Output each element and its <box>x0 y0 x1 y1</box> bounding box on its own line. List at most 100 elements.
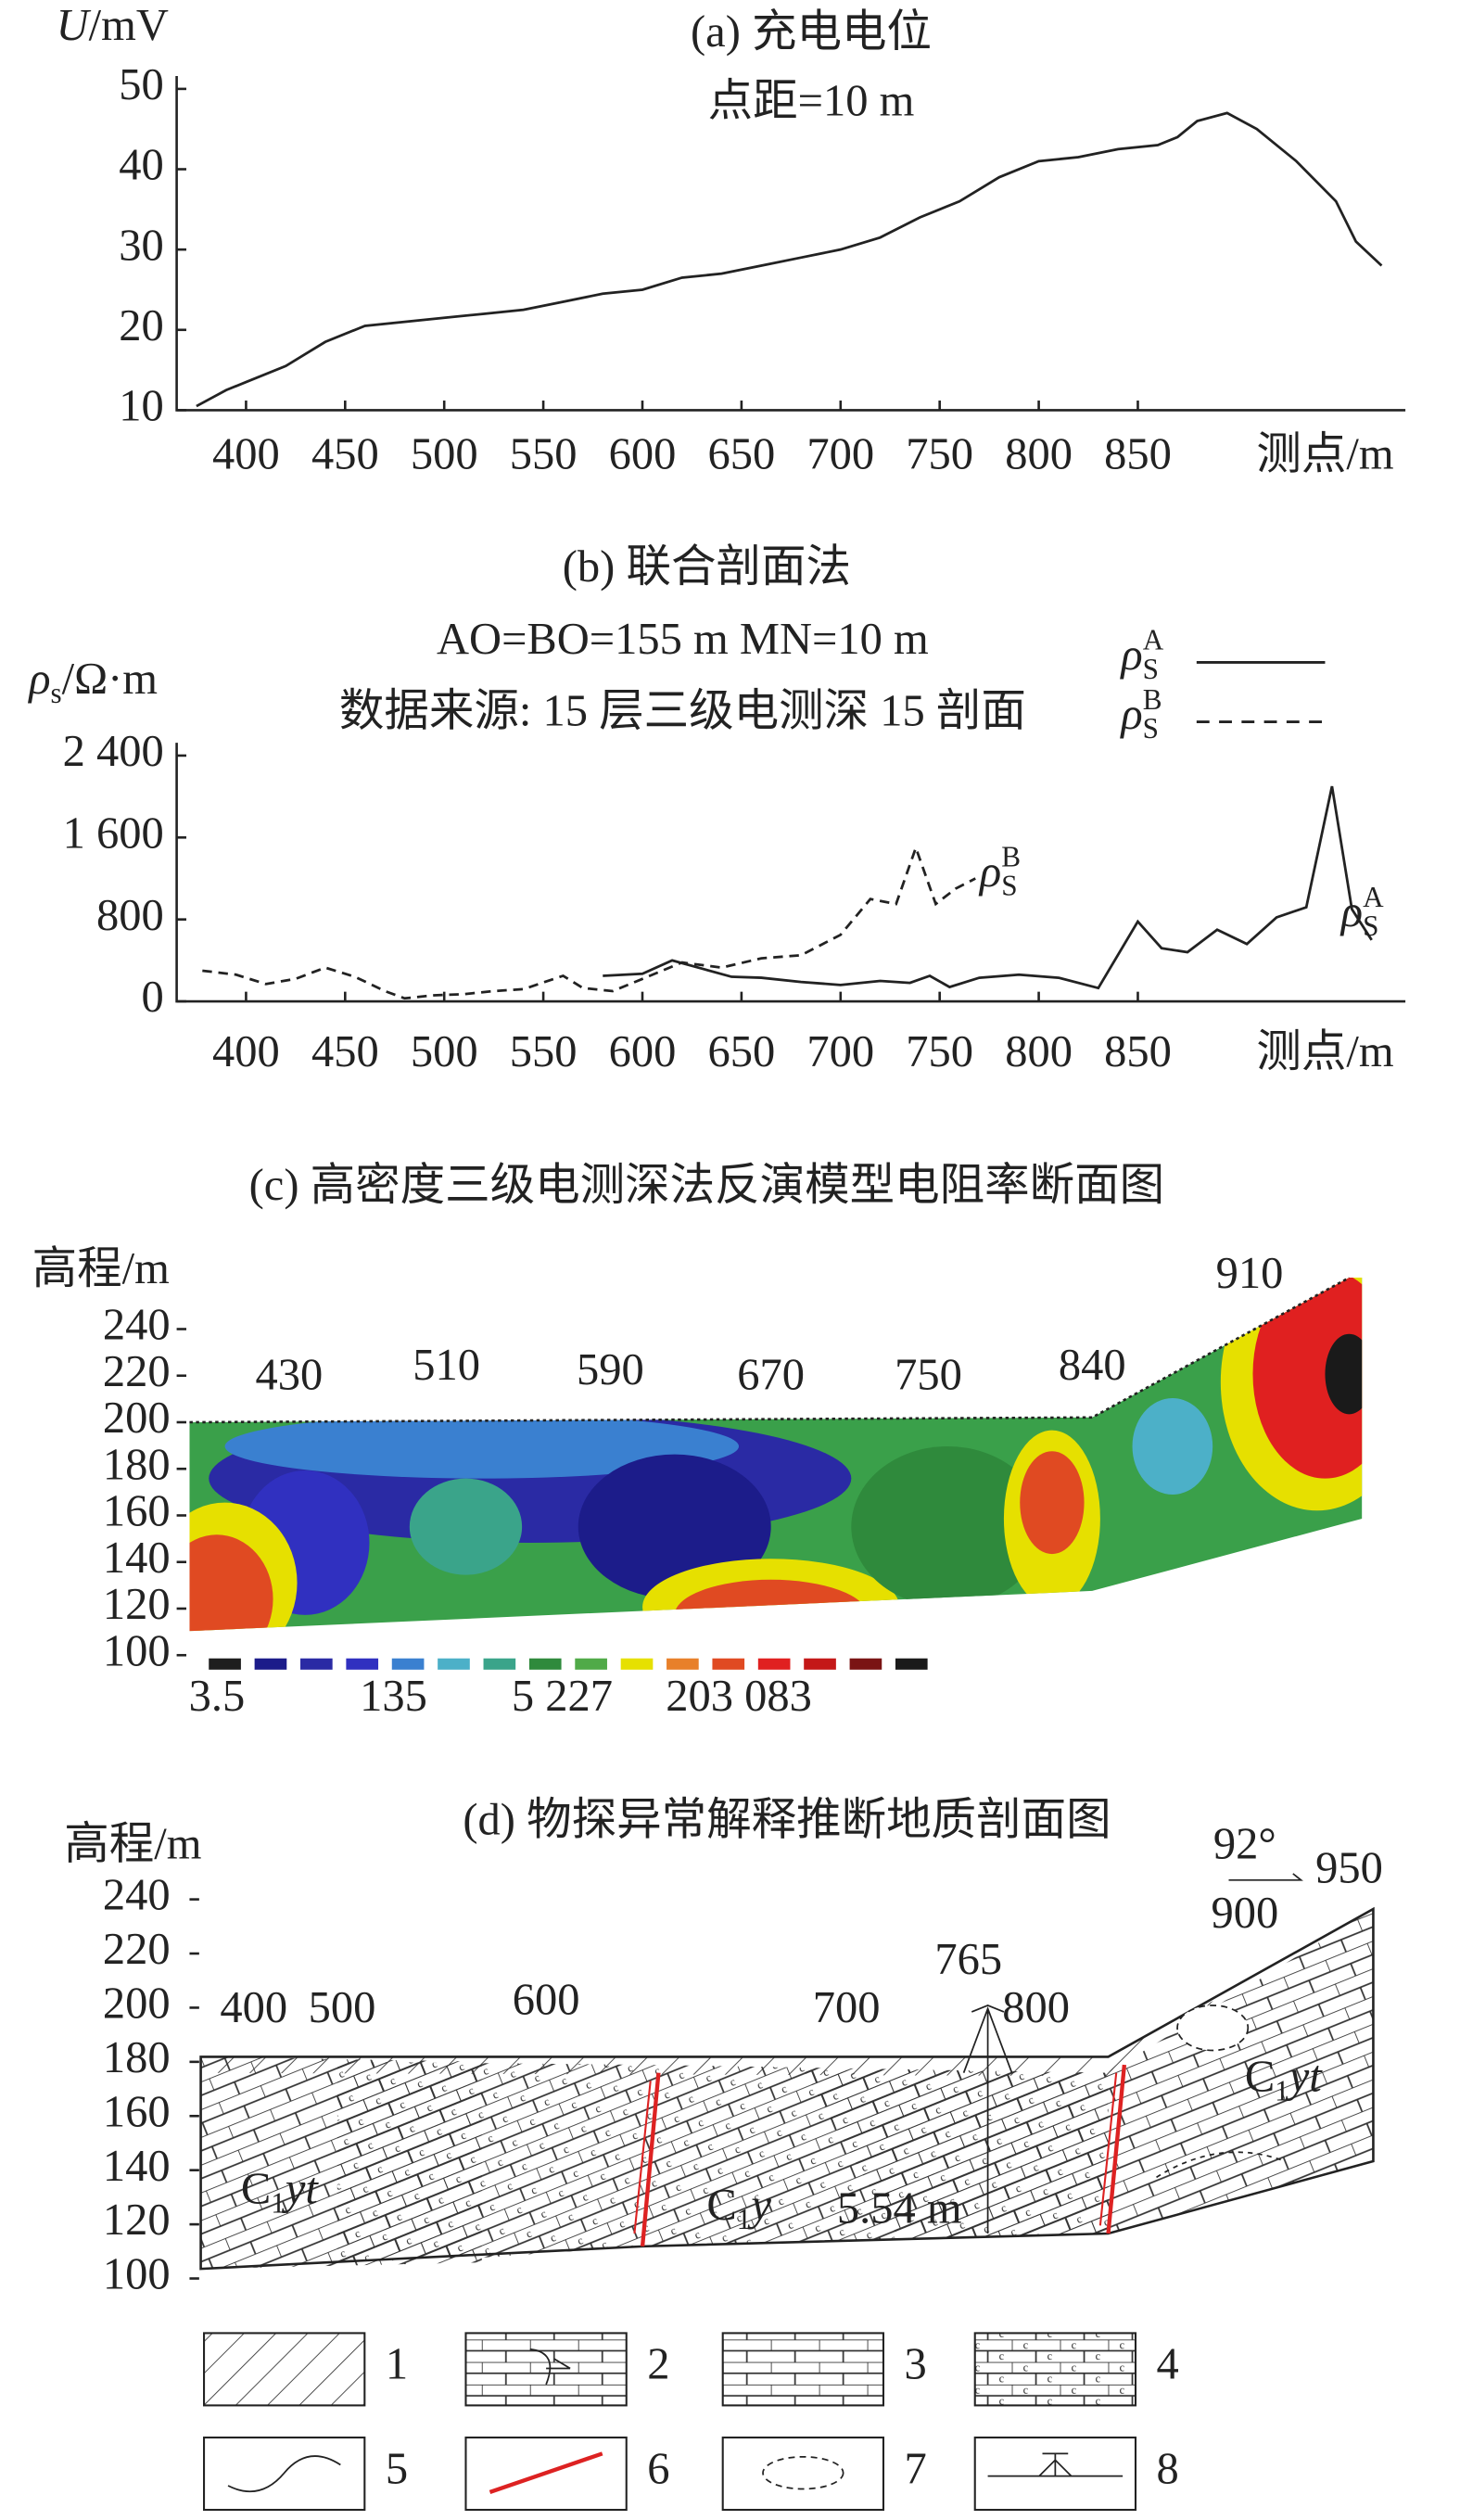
y-tick-label: 160 <box>103 2087 171 2136</box>
chart-subtitle: 数据来源: 15 层三级电测深 15 剖面 <box>339 687 1026 736</box>
legend-number: 1 <box>386 2340 408 2389</box>
station-label: 910 <box>1216 1249 1284 1298</box>
x-tick-label: 750 <box>906 430 973 479</box>
colorbar-swatch <box>391 1658 425 1670</box>
legend-symbol <box>227 2455 341 2493</box>
legend-label: ρSB <box>1119 683 1162 745</box>
data-line <box>603 785 1373 990</box>
legend-label: ρSB <box>978 841 1021 902</box>
station-label: 670 <box>737 1350 805 1399</box>
colorbar-swatch <box>528 1658 562 1670</box>
colorbar-swatch <box>483 1658 516 1670</box>
section-label: 5.54 m <box>837 2184 962 2234</box>
y-tick-label: 200 <box>103 1979 171 2029</box>
x-axis-label: 测点/m <box>1256 430 1393 479</box>
x-tick-label: 750 <box>906 1027 973 1076</box>
x-tick-label: 500 <box>411 430 478 479</box>
colorbar-swatch <box>254 1658 287 1670</box>
legend-label-part: ρ <box>1119 690 1142 739</box>
legend-label: ρSA <box>1339 881 1384 942</box>
section-label: 700 <box>813 1983 881 2032</box>
legend-number: 4 <box>1157 2340 1179 2389</box>
y-tick-label: 140 <box>103 1534 171 1583</box>
section-label: 500 <box>309 1983 376 2032</box>
legend-label-part: S <box>1363 910 1378 942</box>
y-tick-label: 160 <box>103 1487 171 1536</box>
station-label: 510 <box>413 1341 480 1390</box>
x-tick-label: 400 <box>212 1027 280 1076</box>
y-tick-label: 120 <box>103 1580 171 1629</box>
x-tick-label: 850 <box>1104 430 1172 479</box>
legend-label: ρSA <box>1119 624 1163 685</box>
colorbar-swatch <box>895 1658 928 1670</box>
data-line <box>202 844 976 1000</box>
colorbar-label: 135 <box>360 1672 427 1721</box>
station-label: 750 <box>895 1350 962 1399</box>
y-tick-label: 220 <box>103 1347 171 1396</box>
legend-symbol <box>987 2452 1124 2477</box>
y-tick-label: 10 <box>119 382 163 431</box>
colorbar-swatch <box>804 1658 836 1670</box>
strata-label-part: C <box>241 2165 271 2214</box>
legend-label-part: ρ <box>1339 887 1363 936</box>
colorbar-label: 203 083 <box>666 1672 812 1721</box>
section-label: 900 <box>1211 1889 1278 1938</box>
axis <box>175 743 1406 1003</box>
strata-label-part: C <box>706 2181 736 2230</box>
legend-label-part: A <box>1143 624 1164 656</box>
legend-label-part: ρ <box>978 847 1001 897</box>
data-line <box>196 111 1383 408</box>
y-tick-label: 240 <box>103 1871 171 1920</box>
axis <box>175 76 1406 412</box>
colorbar-swatch <box>757 1658 791 1670</box>
chart-subtitle: AO=BO=155 m MN=10 m <box>437 615 929 664</box>
y-tick-label: 100 <box>103 1626 171 1675</box>
colorbar-swatch <box>667 1658 699 1670</box>
y-tick-label: 30 <box>119 221 163 270</box>
strata-label-part: 1 <box>271 2187 286 2220</box>
colorbar-swatch <box>575 1658 607 1670</box>
legend-box <box>203 2332 366 2407</box>
station-label: 840 <box>1059 1341 1126 1390</box>
legend-number: 2 <box>647 2340 669 2389</box>
y-tick-label: 180 <box>103 2033 171 2082</box>
legend-label-part: A <box>1363 881 1384 913</box>
y-tick-label: 40 <box>119 141 163 190</box>
station-label: 430 <box>256 1350 324 1399</box>
section-label: 92° <box>1213 1819 1276 1868</box>
x-tick-label: 850 <box>1104 1027 1172 1076</box>
x-tick-label: 450 <box>311 1027 379 1076</box>
legend-box <box>721 2332 885 2407</box>
strata-label-part: y <box>746 2181 771 2230</box>
section-label: 400 <box>220 1983 287 2032</box>
colorbar-swatch <box>620 1658 654 1670</box>
colorbar-swatch <box>209 1658 241 1670</box>
strata-label-part: 1 <box>1275 2074 1289 2106</box>
strata-label-part: yt <box>281 2165 320 2214</box>
x-tick-label: 700 <box>806 430 874 479</box>
section-title: (c) 高密度三级电测深法反演模型电阻率断面图 <box>249 1160 1164 1210</box>
y-tick-label: 50 <box>119 60 163 109</box>
legend-number: 7 <box>904 2444 926 2493</box>
y-tick-label: 220 <box>103 1925 171 1974</box>
colorbar-swatch <box>300 1658 333 1670</box>
chart-title: (a) 充电电位 <box>691 7 932 57</box>
strata-label: C1yt <box>1245 2053 1323 2107</box>
legend-box <box>973 2332 1137 2407</box>
y-tick-label: 20 <box>119 301 163 350</box>
legend-label-part: S <box>1143 712 1159 745</box>
y-axis-label-part: ρ <box>27 655 50 704</box>
colorbar-swatch <box>849 1658 882 1670</box>
legend-number: 5 <box>386 2444 408 2493</box>
legend-symbol <box>762 2455 844 2490</box>
resistivity-section <box>189 1278 1363 1632</box>
strata-label-part: 1 <box>737 2203 752 2235</box>
x-tick-label: 550 <box>510 1027 578 1076</box>
chart-title: (b) 联合剖面法 <box>563 542 851 592</box>
y-tick-label: 200 <box>103 1394 171 1443</box>
colorbar-swatch <box>712 1658 745 1670</box>
y-tick-label: 240 <box>103 1301 171 1350</box>
x-tick-label: 500 <box>411 1027 478 1076</box>
section-title: (d) 物探异常解释推断地质剖面图 <box>463 1795 1111 1844</box>
legend-number: 6 <box>647 2444 669 2493</box>
